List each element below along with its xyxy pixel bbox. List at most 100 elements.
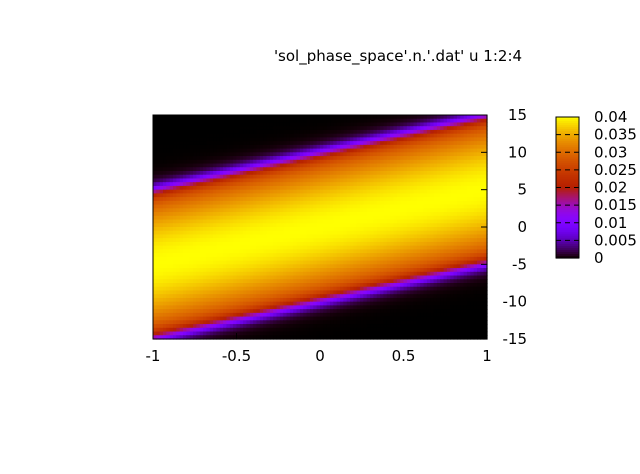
heatmap-cell [209,148,214,153]
heatmap-cell [440,268,445,273]
heatmap-cell [253,185,258,191]
heatmap-cell [470,245,475,250]
heatmap-cell [416,256,421,262]
heatmap-cell [413,193,418,198]
heatmap-cell [336,159,341,165]
heatmap-cell [233,249,238,254]
heatmap-cell [226,227,231,232]
heatmap-cell [233,256,238,262]
heatmap-cell [153,241,157,247]
heatmap-cell [253,189,258,194]
heatmap-cell [293,159,298,165]
heatmap-cell [226,264,231,269]
heatmap-cell [236,178,241,183]
heatmap-cell [196,268,201,273]
heatmap-cell [380,167,385,172]
heatmap-cell [176,126,181,131]
heatmap-cell [236,137,241,142]
heatmap-cell [473,253,478,258]
heatmap-cell [209,234,214,239]
heatmap-cell [456,219,461,224]
heatmap-cell [176,185,181,191]
heatmap-cell [226,152,231,157]
heatmap-cell [306,156,311,161]
heatmap-cell [396,200,401,206]
heatmap-cell [169,163,174,168]
heatmap-cell [333,189,338,194]
heatmap-cell [309,193,314,198]
heatmap-cell [476,122,481,127]
heatmap-cell [346,275,351,280]
heatmap-cell [223,189,228,194]
heatmap-cell [480,185,485,191]
heatmap-cell [373,260,378,265]
heatmap-cell [289,279,294,284]
heatmap-cell [396,264,401,269]
heatmap-cell [153,204,157,209]
heatmap-cell [370,290,375,295]
heatmap-cell [209,126,214,131]
heatmap-cell [440,118,445,124]
heatmap-cell [216,185,221,191]
heatmap-cell [169,256,174,262]
heatmap-cell [323,208,328,213]
heatmap-cell [179,227,184,232]
heatmap-cell [396,118,401,124]
heatmap-cell [269,141,274,146]
heatmap-cell [443,152,448,157]
heatmap-cell [263,271,268,277]
heatmap-cell [313,141,318,146]
heatmap-cell [343,159,348,165]
heatmap-cell [296,189,301,194]
heatmap-cell [386,189,391,194]
heatmap-cell [340,253,344,258]
heatmap-cell [330,260,334,265]
heatmap-cell [206,129,211,135]
heatmap-cell [426,137,431,142]
heatmap-cell [353,294,358,299]
heatmap-cell [293,223,298,228]
heatmap-cell [366,297,371,303]
heatmap-cell [259,185,264,191]
heatmap-cell [466,115,471,120]
heatmap-cell [480,193,485,198]
heatmap-cell [223,133,228,138]
heatmap-cell [426,223,431,228]
heatmap-cell [223,159,228,165]
heatmap-cell [253,171,258,176]
heatmap-cell [203,197,208,202]
heatmap-cell [393,260,398,265]
heatmap-cell [466,118,471,124]
heatmap-cell [183,129,187,135]
heatmap-cell [360,185,365,191]
heatmap-cell [283,279,288,284]
heatmap-cell [183,245,187,250]
heatmap-cell [183,152,187,157]
heatmap-cell [353,148,358,153]
heatmap-cell [370,137,375,142]
heatmap-cell [483,279,488,284]
heatmap-cell [183,163,187,168]
heatmap-cell [253,126,258,131]
heatmap-cell [346,193,351,198]
heatmap-cell [186,185,191,191]
heatmap-cell [153,256,157,262]
heatmap-cell [166,227,171,232]
heatmap-cell [423,133,428,138]
heatmap-cell [473,200,478,206]
heatmap-cell [426,215,431,221]
heatmap-cell [326,268,331,273]
heatmap-cell [453,163,458,168]
heatmap-cell [483,223,488,228]
heatmap-cell [163,286,167,292]
heatmap-cell [333,167,338,172]
heatmap-cell [193,185,198,191]
heatmap-cell [343,171,348,176]
heatmap-cell [453,144,458,150]
heatmap-cell [153,126,157,131]
heatmap-cell [186,283,191,288]
heatmap-cell [473,290,478,295]
heatmap-cell [376,234,381,239]
heatmap-cell [266,118,271,124]
heatmap-cell [423,260,428,265]
